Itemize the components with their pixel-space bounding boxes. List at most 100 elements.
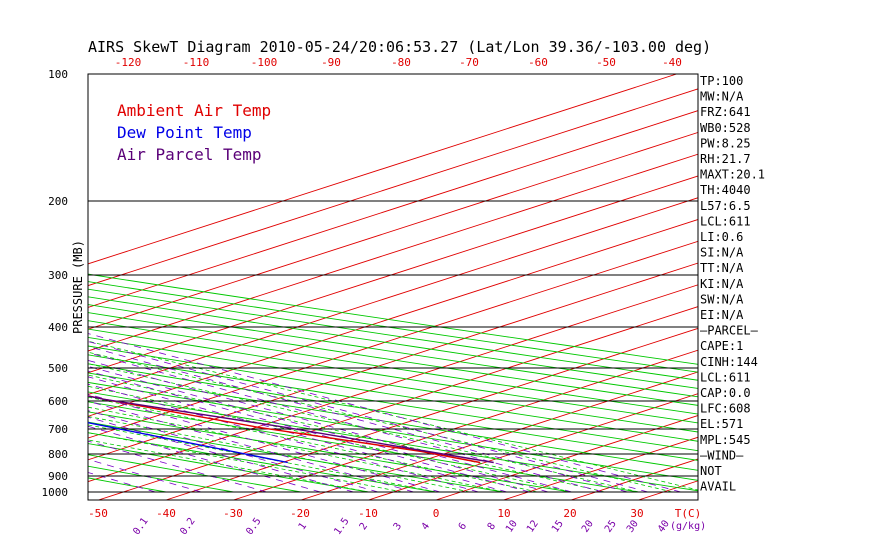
sounding-index-label: CAP:0.0 [700,386,751,400]
mixing-ratio-line [88,365,549,493]
mixing-ratio-line [88,359,572,493]
mixing-ratio-tick-label: 3 [392,521,404,532]
sounding-index-label: MW:N/A [700,90,744,104]
isotherm-line [88,110,698,308]
moist-adiabat [88,406,504,493]
pressure-tick-label: 400 [48,321,68,334]
dry-adiabat [88,304,698,398]
sounding-index-label: –WIND– [700,448,744,462]
sounding-index-label: LCL:611 [700,370,751,384]
dry-adiabat [88,312,698,406]
sounding-index-label: CINH:144 [700,355,758,369]
mixing-ratio-line [88,472,156,493]
bottom-temp-tick-label: 20 [563,507,576,520]
sounding-index-label: MPL:545 [700,433,751,447]
legend: Ambient Air Temp Dew Point Temp Air Parcel… [117,101,271,164]
sounding-index-label: LFC:608 [700,402,751,416]
mixing-ratio-unit-label: (g/kg) [670,521,706,532]
mixing-ratio-tick-label: 25 [603,518,619,534]
moist-adiabat [88,374,605,493]
bottom-temp-tick-label: 10 [497,507,510,520]
profile-series [88,395,494,464]
legend-entry: Dew Point Temp [117,123,252,142]
legend-entry: Air Parcel Temp [117,145,262,164]
mixing-ratio-line [88,346,628,493]
isobar-lines [88,74,698,493]
mixing-ratio-tick-label: 1 [297,521,309,532]
moist-adiabat [88,396,538,493]
sounding-index-label: –PARCEL– [700,324,759,338]
top-temp-tick-label: -70 [459,56,479,69]
sounding-index-label: KI:N/A [700,277,744,291]
isotherm-line [368,393,698,500]
mixing-ratio-line [88,410,379,493]
dry-adiabat [88,443,369,493]
bottom-temp-tick-label: -40 [156,507,176,520]
moist-adiabat [88,363,639,493]
pressure-tick-label: 1000 [42,486,69,499]
sounding-index-label: MAXT:20.1 [700,168,765,182]
sounding-index-label: PW:8.25 [700,136,751,150]
bottom-temp-tick-label: -50 [88,507,108,520]
dry-adiabat [88,372,698,471]
dry-adiabat [88,320,698,415]
pressure-tick-label: 600 [48,395,68,408]
mixing-ratio-line [88,352,604,493]
chart-title: AIRS SkewT Diagram 2010-05-24/20:06:53.2… [88,38,711,56]
y-axis-label: PRESSURE (MB) [71,240,85,334]
isotherm-line [503,436,698,500]
pressure-tick-label: 900 [48,470,68,483]
mixing-ratio-tick-label: 0.2 [178,516,197,537]
isotherm-line [841,74,870,500]
series-air-parcel-temp [88,395,494,464]
mixing-ratio-line [88,416,354,493]
bottom-temp-tick-label: -10 [358,507,378,520]
mixing-ratio-tick-label: 20 [580,518,596,534]
mixing-ratio-tick-label: 10 [504,518,520,534]
dry-adiabat [88,337,698,433]
sounding-index-label: LI:0.6 [700,230,743,244]
pressure-tick-label: 700 [48,423,68,436]
isotherm-line [165,327,698,500]
isotherm-line [88,175,698,374]
sounding-index-label: TT:N/A [700,261,744,275]
mixing-ratio-line [88,333,682,493]
sounding-index-label: AVAIL [700,480,736,494]
bottom-temp-tick-label: -20 [290,507,310,520]
dry-adiabat [88,381,698,481]
top-temp-tick-label: -40 [662,56,682,69]
isotherm-line [233,349,698,500]
top-temp-tick-label: -100 [251,56,278,69]
dry-adiabat [88,411,572,493]
pressure-tick-label: 100 [48,68,68,81]
sounding-index-label: EI:N/A [700,308,744,322]
dry-adiabat [88,354,698,452]
isotherm-line [88,219,698,417]
sounding-index-label: FRZ:641 [700,105,751,119]
mixing-ratio-tick-label: 15 [550,518,566,534]
sounding-index-label: TH:4040 [700,183,751,197]
dry-adiabat [88,363,698,461]
sounding-index-label: TP:100 [700,74,743,88]
sounding-index-label: SW:N/A [700,292,744,306]
top-temp-tick-label: -80 [391,56,411,69]
pressure-tick-label: 200 [48,195,68,208]
bottom-temp-tick-label: 0 [433,507,440,520]
isotherm-line [88,153,698,352]
top-temp-tick-label: -50 [596,56,616,69]
sounding-index-label: L57:6.5 [700,199,751,213]
bottom-temp-tick-label: -30 [223,507,243,520]
top-temp-tick-label: -110 [183,56,210,69]
mixing-ratio-line [88,459,202,493]
mixing-ratio-tick-label: 12 [525,518,541,534]
series-ambient-air-temp [88,395,481,464]
mixing-ratio-tick-label: 1.5 [332,516,351,537]
mixing-ratio-line [88,440,267,493]
mixing-ratio-tick-label: 0.5 [244,516,263,537]
mixing-ratio-tick-label: 2 [358,521,370,532]
sounding-index-label: RH:21.7 [700,152,751,166]
mixing-ratio-tick-label: 30 [625,518,641,534]
dry-adiabat [88,432,437,493]
mixing-ratio-tick-label: 8 [486,521,498,532]
